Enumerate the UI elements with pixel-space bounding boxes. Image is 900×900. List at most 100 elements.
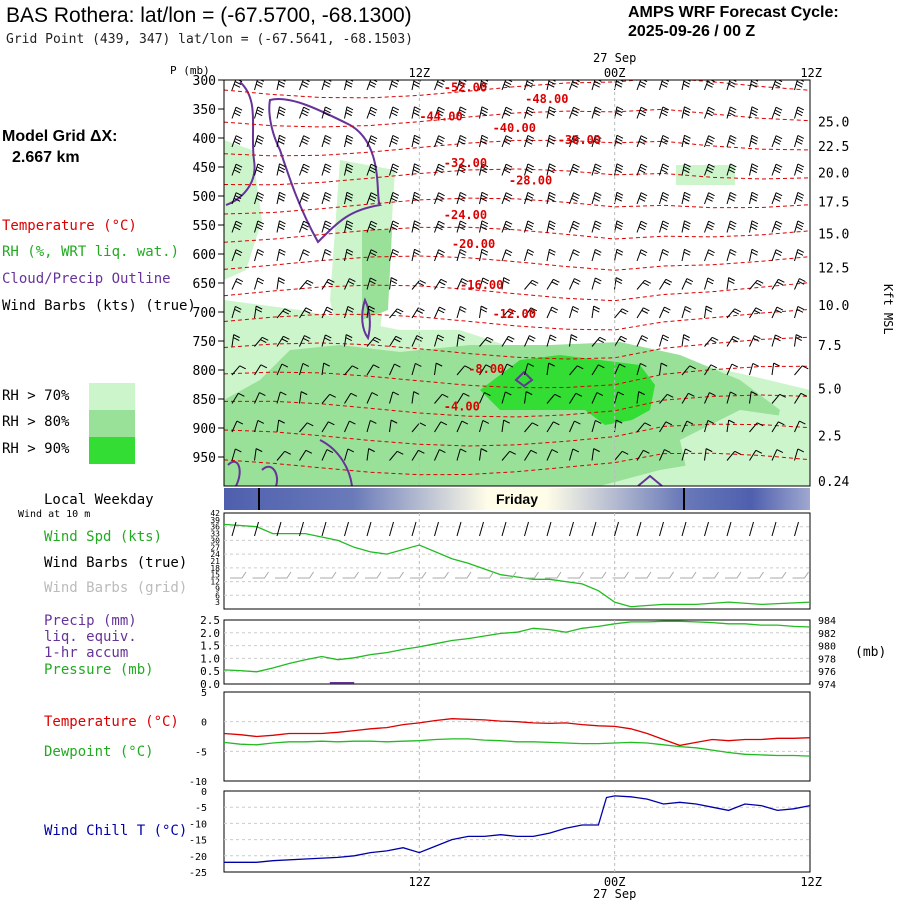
wind-barb-shaft	[254, 277, 259, 290]
wind-barb-flag	[666, 393, 674, 398]
wind-barb-flag	[233, 226, 241, 231]
wind-barb-flag	[530, 282, 537, 287]
wind-barb-shaft	[569, 249, 575, 262]
wind-barb-flag	[481, 80, 488, 85]
wind-barb-shaft	[546, 279, 554, 290]
pressure-axis-title: P (mb)	[170, 64, 210, 77]
wind-barb-shaft	[794, 249, 799, 262]
wind-barb-shaft	[749, 192, 753, 205]
wind-barb-flag	[255, 226, 263, 231]
wind-barb-flag	[774, 138, 782, 142]
wind-barb-shaft	[771, 306, 778, 319]
wind-barb-flag	[639, 109, 647, 114]
wind-barb-shaft	[254, 364, 262, 376]
wind-barb-flag	[279, 248, 286, 253]
wind-barb-shaft	[681, 135, 685, 148]
wind-barb-flag	[281, 80, 286, 82]
wind-barb-shaft	[411, 192, 415, 205]
wind-barb-flag	[326, 281, 333, 286]
wind-barb-shaft	[299, 391, 302, 404]
top-time-tick: 00Z	[604, 66, 626, 80]
height-tick-label: 0.24	[818, 475, 849, 490]
wind-barb-flag	[639, 223, 647, 228]
temperature-contour-label: -16.00	[460, 278, 503, 292]
windchill-panel: 0 -5 -10 -15 -20 -25	[189, 787, 811, 879]
wind-barb-flag	[256, 223, 264, 228]
wind-barb-shaft	[681, 334, 685, 347]
wind-barb-flag	[345, 226, 352, 231]
wind-barb-flag	[526, 223, 534, 228]
windchill-tick-label: -20	[189, 852, 207, 863]
wind-barb-shaft	[659, 249, 664, 262]
wind-barb-flag	[304, 309, 311, 314]
wind-barb-flag	[484, 392, 491, 396]
wind-barb-flag	[685, 306, 692, 310]
grid-wind-barb	[455, 571, 472, 579]
wind-barb-flag	[486, 336, 494, 341]
wind-barb-shaft	[704, 364, 712, 376]
wind-barb-flag	[481, 251, 488, 256]
wind-tick-label: 18	[210, 564, 220, 573]
wind-barb-flag	[773, 226, 781, 231]
surface-wind-barb	[411, 521, 417, 537]
top-time-tick: 12Z	[408, 66, 430, 80]
wind-barb-flag	[775, 106, 783, 111]
cross-section-wind-barbs	[231, 80, 809, 461]
wind-barb-flag	[394, 338, 401, 343]
wind-barb-flag	[369, 195, 377, 199]
wind-barb-shaft	[501, 391, 506, 404]
wind-barb-shaft	[636, 335, 643, 347]
wind-barb-shaft	[614, 308, 623, 319]
wind-barb-flag	[708, 106, 715, 111]
wind-barb-flag	[370, 192, 378, 197]
wind-barb-flag	[593, 305, 600, 310]
wind-barb-flag	[525, 112, 533, 117]
wind-barb-flag	[369, 252, 377, 256]
wind-barb-flag	[548, 166, 556, 171]
weekday-band-label: Friday	[495, 491, 538, 507]
wind-barb-shaft	[771, 393, 781, 404]
wind-barb-flag	[595, 220, 602, 225]
cross-section-panel: -52.00 -48.00 -44.00 -40.00 -36.00 -32.00 -28.…	[224, 80, 810, 486]
windchill-tick-label: 0	[201, 787, 207, 798]
wind-barb-flag	[795, 140, 803, 145]
wind-barb-flag	[751, 166, 758, 171]
wind-barb-flag	[594, 194, 601, 199]
wind-barb-shaft	[479, 392, 485, 404]
wind-barb-flag	[326, 449, 334, 453]
wind-barb-flag	[706, 83, 713, 88]
wind-barb-flag	[255, 308, 262, 313]
wind-barb-flag	[235, 280, 242, 285]
wind-barb-flag	[345, 337, 352, 342]
wind-barb-flag	[548, 197, 555, 202]
wind-barb-flag	[301, 83, 308, 88]
wind-barb-shaft	[591, 448, 595, 461]
wind-barb-flag	[709, 392, 716, 396]
wind-barb-flag	[503, 140, 511, 145]
wind-barb-flag	[368, 308, 375, 313]
wind-barb-flag	[548, 226, 555, 231]
wind-barb-flag	[323, 140, 330, 145]
wind-barb-flag	[481, 163, 489, 168]
bottom-date-label: 27 Sep	[593, 887, 636, 900]
wind-barb-flag	[413, 197, 420, 202]
wind-barb-flag	[306, 422, 314, 427]
wind-barb-flag	[728, 419, 735, 424]
wind-barb-flag	[548, 169, 555, 174]
wind-barb-flag	[234, 195, 242, 199]
wind-barb-shaft	[321, 334, 326, 347]
wind-barb-flag	[345, 197, 352, 202]
wind-barb-flag	[504, 252, 512, 256]
wind-barb-flag	[795, 169, 803, 174]
wind-barb-shaft	[411, 279, 421, 290]
wind-barb-shaft	[749, 391, 752, 404]
wind-barb-shaft	[794, 334, 797, 347]
wind-barb-flag	[530, 307, 538, 312]
legend-cloud-outline: Cloud/Precip Outline	[2, 271, 171, 287]
wind-barb-shaft	[411, 335, 418, 347]
wind-tick-label: 15	[210, 571, 220, 580]
wind-barb-flag	[481, 223, 488, 228]
wind-barb-flag	[730, 106, 737, 111]
temperature-contour-label: -36.00	[558, 133, 601, 147]
wind-barb-flag	[459, 194, 466, 199]
